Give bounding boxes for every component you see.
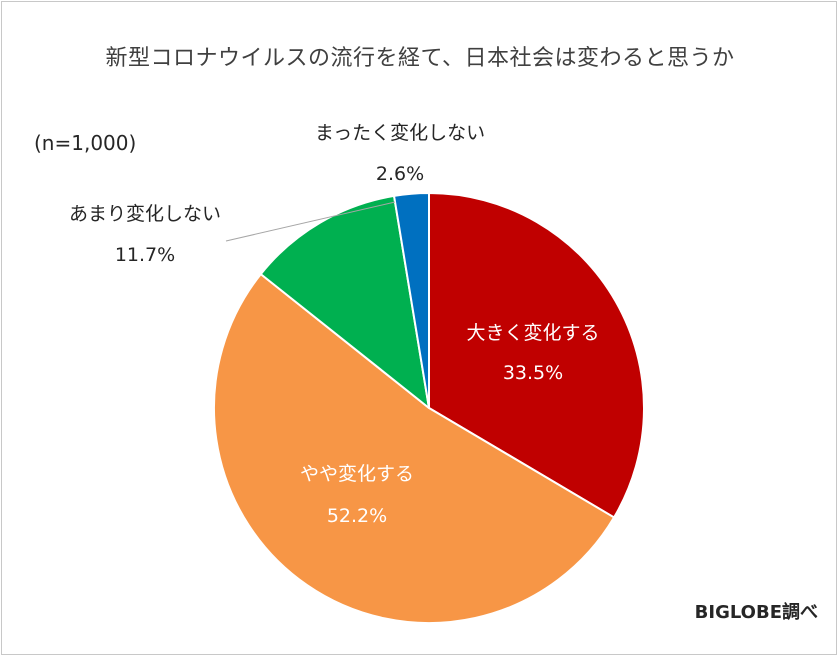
slice-label-2: やや変化する bbox=[300, 463, 414, 485]
sample-size-note: (n=1,000) bbox=[34, 131, 137, 155]
pie-slices bbox=[212, 191, 645, 624]
pie-slice-3 bbox=[259, 194, 430, 409]
leader-lines bbox=[225, 201, 396, 242]
slice-value-3: 11.7% bbox=[115, 244, 175, 266]
slice-value-2: 52.2% bbox=[327, 505, 387, 527]
slice-label-4: まったく変化しない bbox=[315, 122, 485, 144]
slice-value-4: 2.6% bbox=[376, 163, 424, 185]
slice-value-1: 33.5% bbox=[503, 362, 563, 384]
leader-line-3 bbox=[225, 201, 396, 242]
pie-slice-1 bbox=[428, 192, 645, 519]
slice-label-1: 大きく変化する bbox=[466, 322, 599, 344]
pie-slice-2 bbox=[212, 273, 616, 624]
source-credit: BIGLOBE調べ bbox=[694, 602, 818, 623]
slice-labels: 大きく変化する 33.5% やや変化する 52.2% あまり変化しない 11.7% まったく… bbox=[69, 122, 600, 527]
pie-slice-4 bbox=[393, 191, 430, 409]
slice-label-3: あまり変化しない bbox=[69, 203, 221, 225]
chart-title: 新型コロナウイルスの流行を経て、日本社会は変わると思うか bbox=[105, 46, 735, 71]
